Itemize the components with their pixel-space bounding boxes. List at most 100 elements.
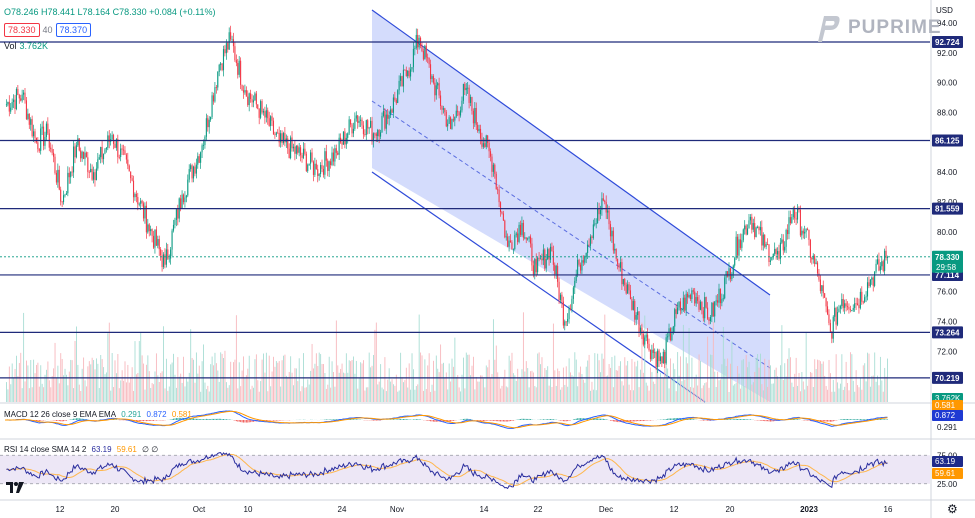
volume-bar xyxy=(834,391,836,402)
volume-bar xyxy=(494,359,496,402)
candle-body xyxy=(482,143,484,147)
macd-hist-bar xyxy=(468,419,470,420)
candle-body xyxy=(584,257,586,263)
candle-body xyxy=(17,89,19,96)
candle-body xyxy=(192,166,195,179)
macd-hist-bar xyxy=(415,419,417,420)
candle-body xyxy=(195,164,197,174)
candle-body xyxy=(291,137,293,149)
macd-hist-bar xyxy=(330,419,332,420)
volume-bar xyxy=(441,363,443,402)
candle-body xyxy=(737,236,739,256)
macd-hist-bar xyxy=(602,418,604,420)
macd-hist-bar xyxy=(544,419,546,420)
candle-body xyxy=(627,284,629,294)
volume-bar xyxy=(541,357,543,402)
volume-bar xyxy=(655,358,657,402)
candle-body xyxy=(859,291,861,309)
candle-body xyxy=(875,263,877,272)
candle-body xyxy=(632,301,634,310)
candle-body xyxy=(47,123,49,134)
candle-body xyxy=(451,119,453,129)
candle-body xyxy=(150,229,152,232)
candle-body xyxy=(217,71,219,88)
candle-body xyxy=(294,146,296,154)
volume-bar xyxy=(43,387,45,402)
volume-bar xyxy=(94,369,96,402)
macd-hist-bar xyxy=(562,420,564,422)
candle-body xyxy=(654,352,656,354)
volume-bar xyxy=(137,372,139,402)
settings-gear-icon[interactable]: ⚙ xyxy=(947,502,958,516)
volume-bar xyxy=(175,387,177,402)
candle-body xyxy=(557,265,559,282)
candle-body xyxy=(320,165,322,175)
volume-bar xyxy=(869,386,871,402)
volume-bar xyxy=(314,363,316,402)
macd-hist-bar xyxy=(353,419,354,420)
candle-body xyxy=(287,138,289,149)
volume-bar xyxy=(595,390,597,402)
macd-hist-bar xyxy=(435,420,437,422)
volume-bar xyxy=(702,385,704,402)
volume-bar xyxy=(170,364,172,402)
buy-price-box[interactable]: 78.370 xyxy=(55,23,92,37)
candle-body xyxy=(115,139,117,148)
candle-body xyxy=(5,104,7,106)
macd-hist-bar xyxy=(490,420,492,421)
macd-hist-bar xyxy=(63,420,65,422)
volume-bar xyxy=(812,387,814,402)
candle-body xyxy=(748,220,750,229)
candle-body xyxy=(355,115,357,119)
volume-bar xyxy=(621,381,623,402)
volume-bar xyxy=(101,359,103,402)
macd-hist-bar xyxy=(672,418,674,420)
candle-body xyxy=(597,208,599,224)
macd-hist-bar xyxy=(600,418,601,420)
volume-bar xyxy=(464,388,466,402)
candle-body xyxy=(267,110,269,119)
candle-body xyxy=(455,110,457,117)
candle-body xyxy=(392,97,394,113)
macd-hist-bar xyxy=(688,418,690,420)
candle-body xyxy=(347,133,349,138)
volume-bar xyxy=(688,328,690,402)
volume-bar xyxy=(560,389,561,402)
candle-body xyxy=(427,57,429,59)
candle-body xyxy=(380,132,382,137)
volume-bar xyxy=(839,383,841,402)
volume-bar xyxy=(717,371,719,402)
candle-body xyxy=(43,126,45,146)
volume-bar xyxy=(879,356,881,402)
macd-hist-bar xyxy=(174,418,176,420)
volume-bar xyxy=(321,363,323,402)
tradingview-logo-icon[interactable] xyxy=(6,480,24,494)
candle-body xyxy=(591,236,593,238)
candle-body xyxy=(275,132,277,135)
volume-bar xyxy=(754,371,756,402)
candle-body xyxy=(619,262,622,268)
currency-label[interactable]: USD xyxy=(936,6,953,15)
candle-body xyxy=(361,119,363,126)
macd-hist-bar xyxy=(831,420,833,422)
macd-hist-bar xyxy=(530,419,532,420)
candle-body xyxy=(260,101,262,118)
macd-hist-bar xyxy=(627,420,629,422)
macd-hist-bar xyxy=(177,418,179,420)
volume-bar xyxy=(802,381,804,402)
volume-bar xyxy=(201,361,203,402)
volume-bar xyxy=(707,336,709,402)
sell-price-box[interactable]: 78.330 xyxy=(4,23,40,37)
candle-body xyxy=(105,147,107,150)
volume-bar xyxy=(540,364,541,402)
candle-body xyxy=(876,259,879,264)
volume-bar xyxy=(7,389,9,402)
rsi-axis-box xyxy=(932,455,963,467)
candle-body xyxy=(80,150,82,159)
candle-body xyxy=(674,309,676,327)
candle-body xyxy=(439,95,442,106)
volume-label: Vol xyxy=(4,41,17,51)
volume-bar xyxy=(591,381,593,402)
